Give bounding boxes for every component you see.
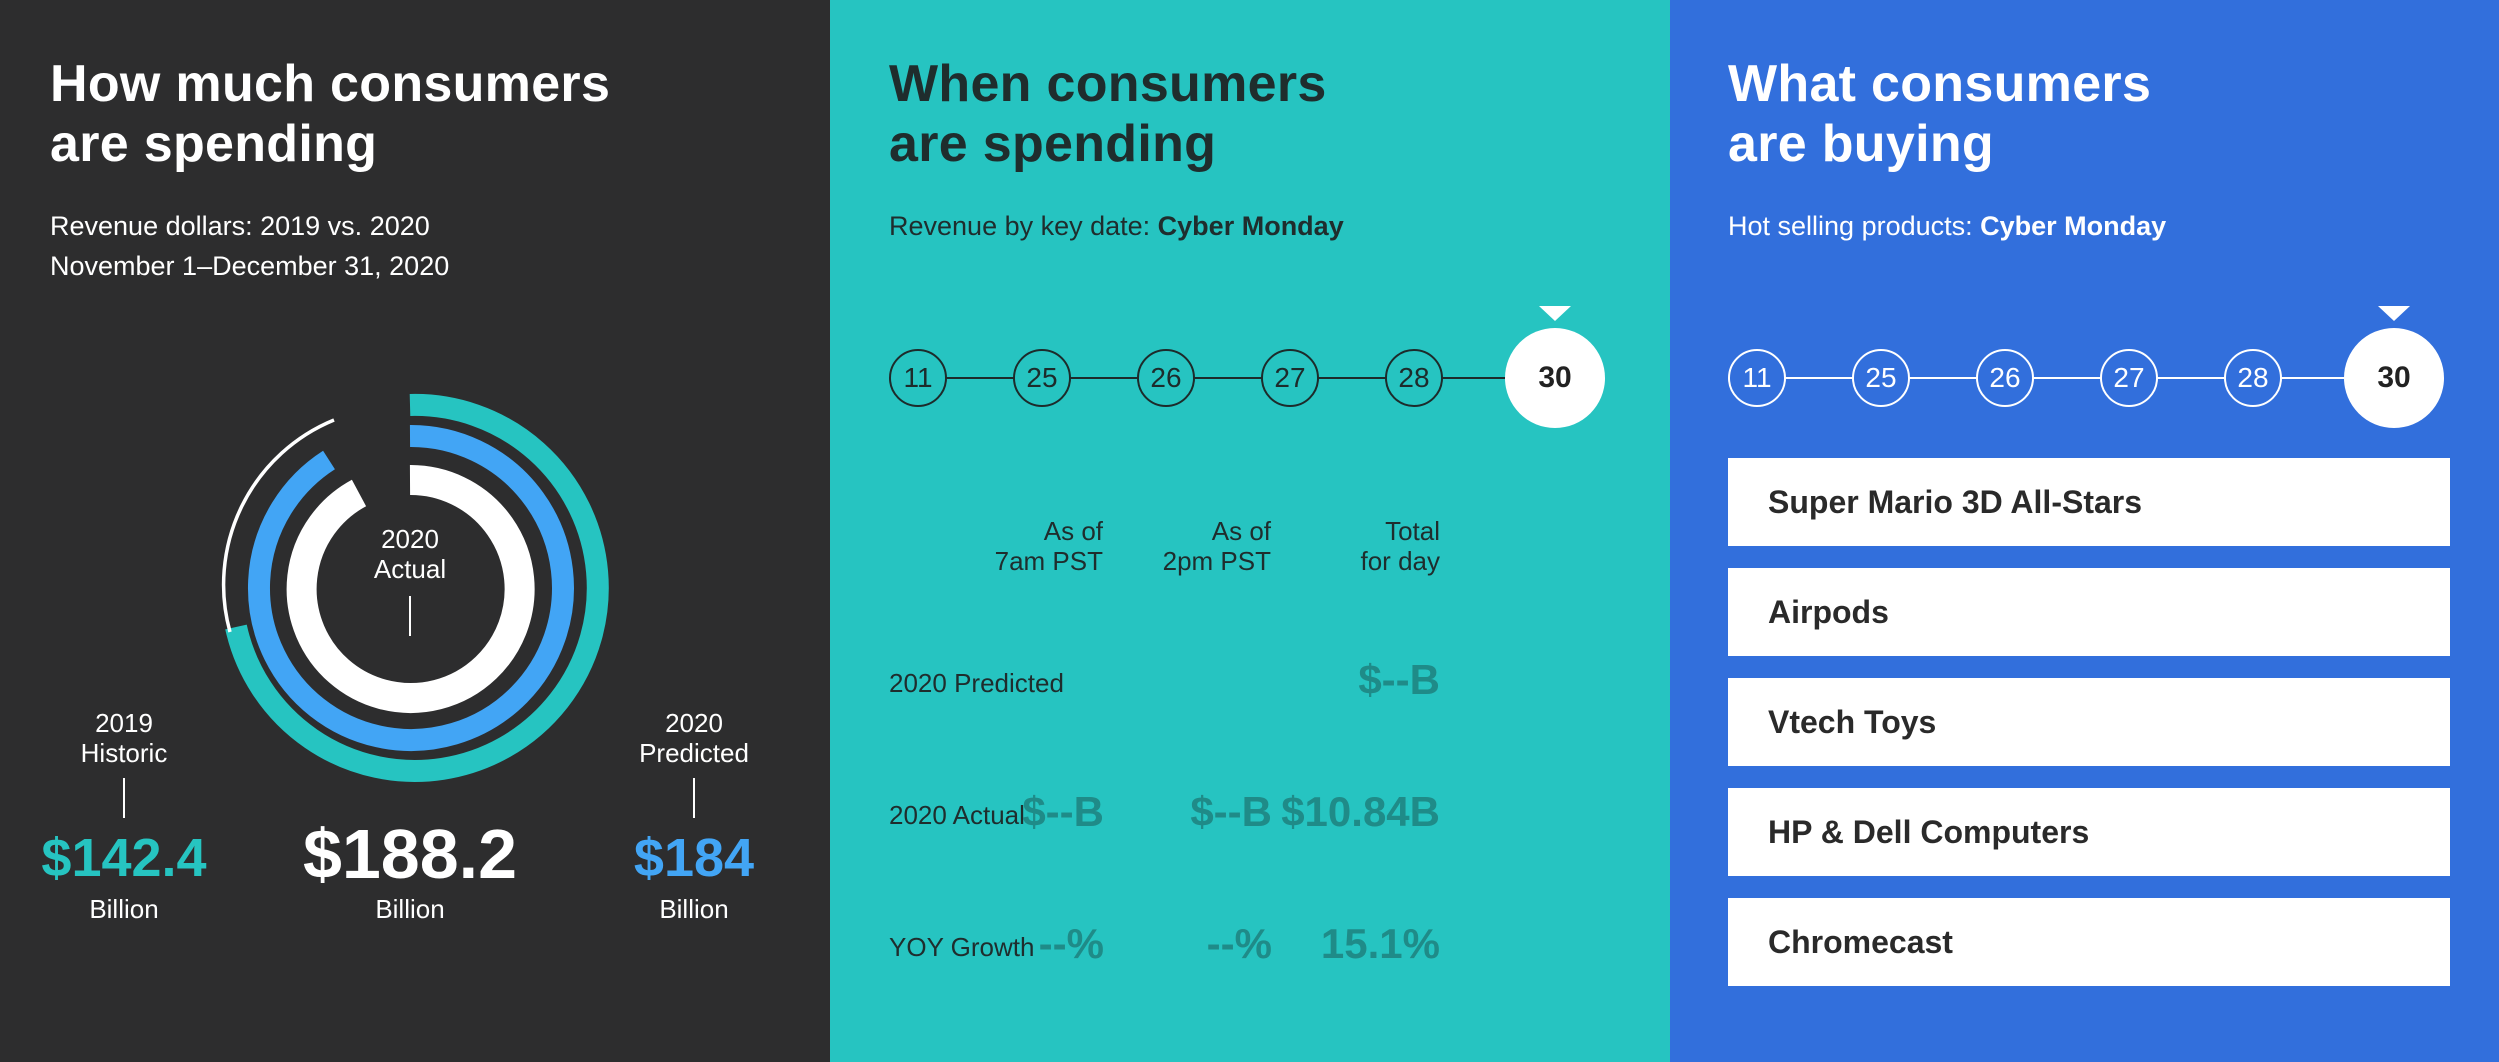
row-label-actual: 2020 Actual [889, 800, 1025, 830]
revenue-ring-chart [221, 393, 609, 782]
cell-yoy-total: 15.1% [1320, 920, 1440, 967]
timeline-date-27[interactable]: 27 [1261, 349, 1319, 407]
date-timeline: 11 25 26 27 28 30 [830, 0, 1670, 440]
actual-center-label-line-1: 2020 [381, 524, 439, 554]
timeline-line [918, 377, 1590, 379]
timeline-date-active[interactable]: 30 [1505, 328, 1605, 428]
predicted-label-line-2: Predicted [639, 738, 749, 768]
subtitle-prefix: Hot selling products: [1728, 211, 1981, 241]
date-timeline: 11 25 26 27 28 30 [1670, 0, 2499, 440]
row-label-predicted: 2020 Predicted [889, 668, 1064, 698]
historic-unit: Billion [89, 894, 159, 924]
timeline-date-26[interactable]: 26 [1137, 349, 1195, 407]
cell-actual-2pm: $--B [1190, 788, 1272, 835]
spending-timing-panel: When consumers are spending Revenue by k… [830, 0, 1670, 1062]
column-header-2pm: As of 2pm PST [1121, 516, 1271, 576]
timeline-line [1757, 377, 2429, 379]
predicted-value: $184 [633, 828, 755, 888]
subtitle-line-2: November 1–December 31, 2020 [50, 251, 450, 281]
timeline-date-active[interactable]: 30 [2344, 328, 2444, 428]
title-line-2: are spending [50, 115, 378, 173]
predicted-ring-arc [247, 424, 574, 751]
timeline-date-25[interactable]: 25 [1013, 349, 1071, 407]
row-label-yoy: YOY Growth [889, 932, 1035, 962]
predicted-unit: Billion [659, 894, 729, 924]
title-line-2: are spending [889, 115, 1217, 173]
historic-value: $142.4 [41, 828, 207, 888]
product-item[interactable]: HP & Dell Computers [1728, 788, 2450, 876]
subtitle-key-date: Cyber Monday [1980, 211, 2167, 241]
cell-yoy-2pm: --% [1206, 920, 1272, 967]
historic-stem [123, 778, 125, 818]
timeline-date-27[interactable]: 27 [2100, 349, 2158, 407]
actual-unit: Billion [375, 894, 445, 924]
title-line-1: When consumers [889, 55, 1327, 113]
cell-actual-7am: $--B [1022, 788, 1104, 835]
panel-title: How much consumers are spending [50, 54, 610, 174]
historic-ring-track [221, 418, 335, 633]
subtitle-key-date: Cyber Monday [1157, 211, 1344, 241]
subtitle: Hot selling products: Cyber Monday [1728, 206, 2166, 246]
panel-title: What consumers are buying [1728, 54, 2151, 174]
timeline-date-11[interactable]: 11 [889, 349, 947, 407]
panel-title: When consumers are spending [889, 54, 1327, 174]
cell-predicted-total: $--B [1358, 656, 1440, 703]
actual-center-label-line-2: Actual [373, 554, 447, 584]
historic-label: 2019 Historic [24, 708, 224, 768]
timeline-date-28[interactable]: 28 [1385, 349, 1443, 407]
historic-ring-arc [225, 393, 609, 782]
column-header-2pm-line-1: As of [1211, 516, 1271, 546]
column-header-total: Total for day [1290, 516, 1441, 576]
subtitle-prefix: Revenue by key date: [889, 211, 1158, 241]
column-header-total-line-1: Total [1385, 516, 1440, 546]
title-line-2: are buying [1728, 115, 1994, 173]
column-header-total-line-2: for day [1360, 546, 1441, 576]
spending-amount-panel: How much consumers are spending Revenue … [0, 0, 830, 1062]
timeline-date-26[interactable]: 26 [1976, 349, 2034, 407]
actual-ring-arc [286, 464, 535, 713]
product-item[interactable]: Super Mario 3D All-Stars [1728, 458, 2450, 546]
column-header-7am-line-1: As of [1043, 516, 1103, 546]
historic-label-line-2: Historic [80, 738, 168, 768]
actual-stem [409, 596, 411, 636]
timeline-date-25[interactable]: 25 [1852, 349, 1910, 407]
active-date-caret-icon [2378, 306, 2410, 321]
products-panel: What consumers are buying Hot selling pr… [1670, 0, 2499, 1062]
title-line-1: What consumers [1728, 55, 2152, 113]
actual-value: $188.2 [302, 815, 518, 893]
product-item[interactable]: Vtech Toys [1728, 678, 2450, 766]
cell-actual-total: $10.84B [1281, 788, 1440, 835]
predicted-label: 2020 Predicted [594, 708, 794, 768]
subtitle-line-1: Revenue dollars: 2019 vs. 2020 [50, 211, 430, 241]
predicted-stem [693, 778, 695, 818]
timeline-date-11[interactable]: 11 [1728, 349, 1786, 407]
subtitle: Revenue by key date: Cyber Monday [889, 206, 1344, 246]
column-header-7am: As of 7am PST [953, 516, 1103, 576]
column-header-7am-line-2: 7am PST [994, 546, 1103, 576]
product-item[interactable]: Chromecast [1728, 898, 2450, 986]
timeline-date-28[interactable]: 28 [2224, 349, 2282, 407]
title-line-1: How much consumers [50, 55, 611, 113]
product-item[interactable]: Airpods [1728, 568, 2450, 656]
column-header-2pm-line-2: 2pm PST [1162, 546, 1271, 576]
active-date-caret-icon [1539, 306, 1571, 321]
actual-center-label: 2020 Actual [310, 524, 510, 584]
predicted-label-line-1: 2020 [665, 708, 723, 738]
historic-label-line-1: 2019 [95, 708, 153, 738]
cell-yoy-7am: --% [1038, 920, 1104, 967]
